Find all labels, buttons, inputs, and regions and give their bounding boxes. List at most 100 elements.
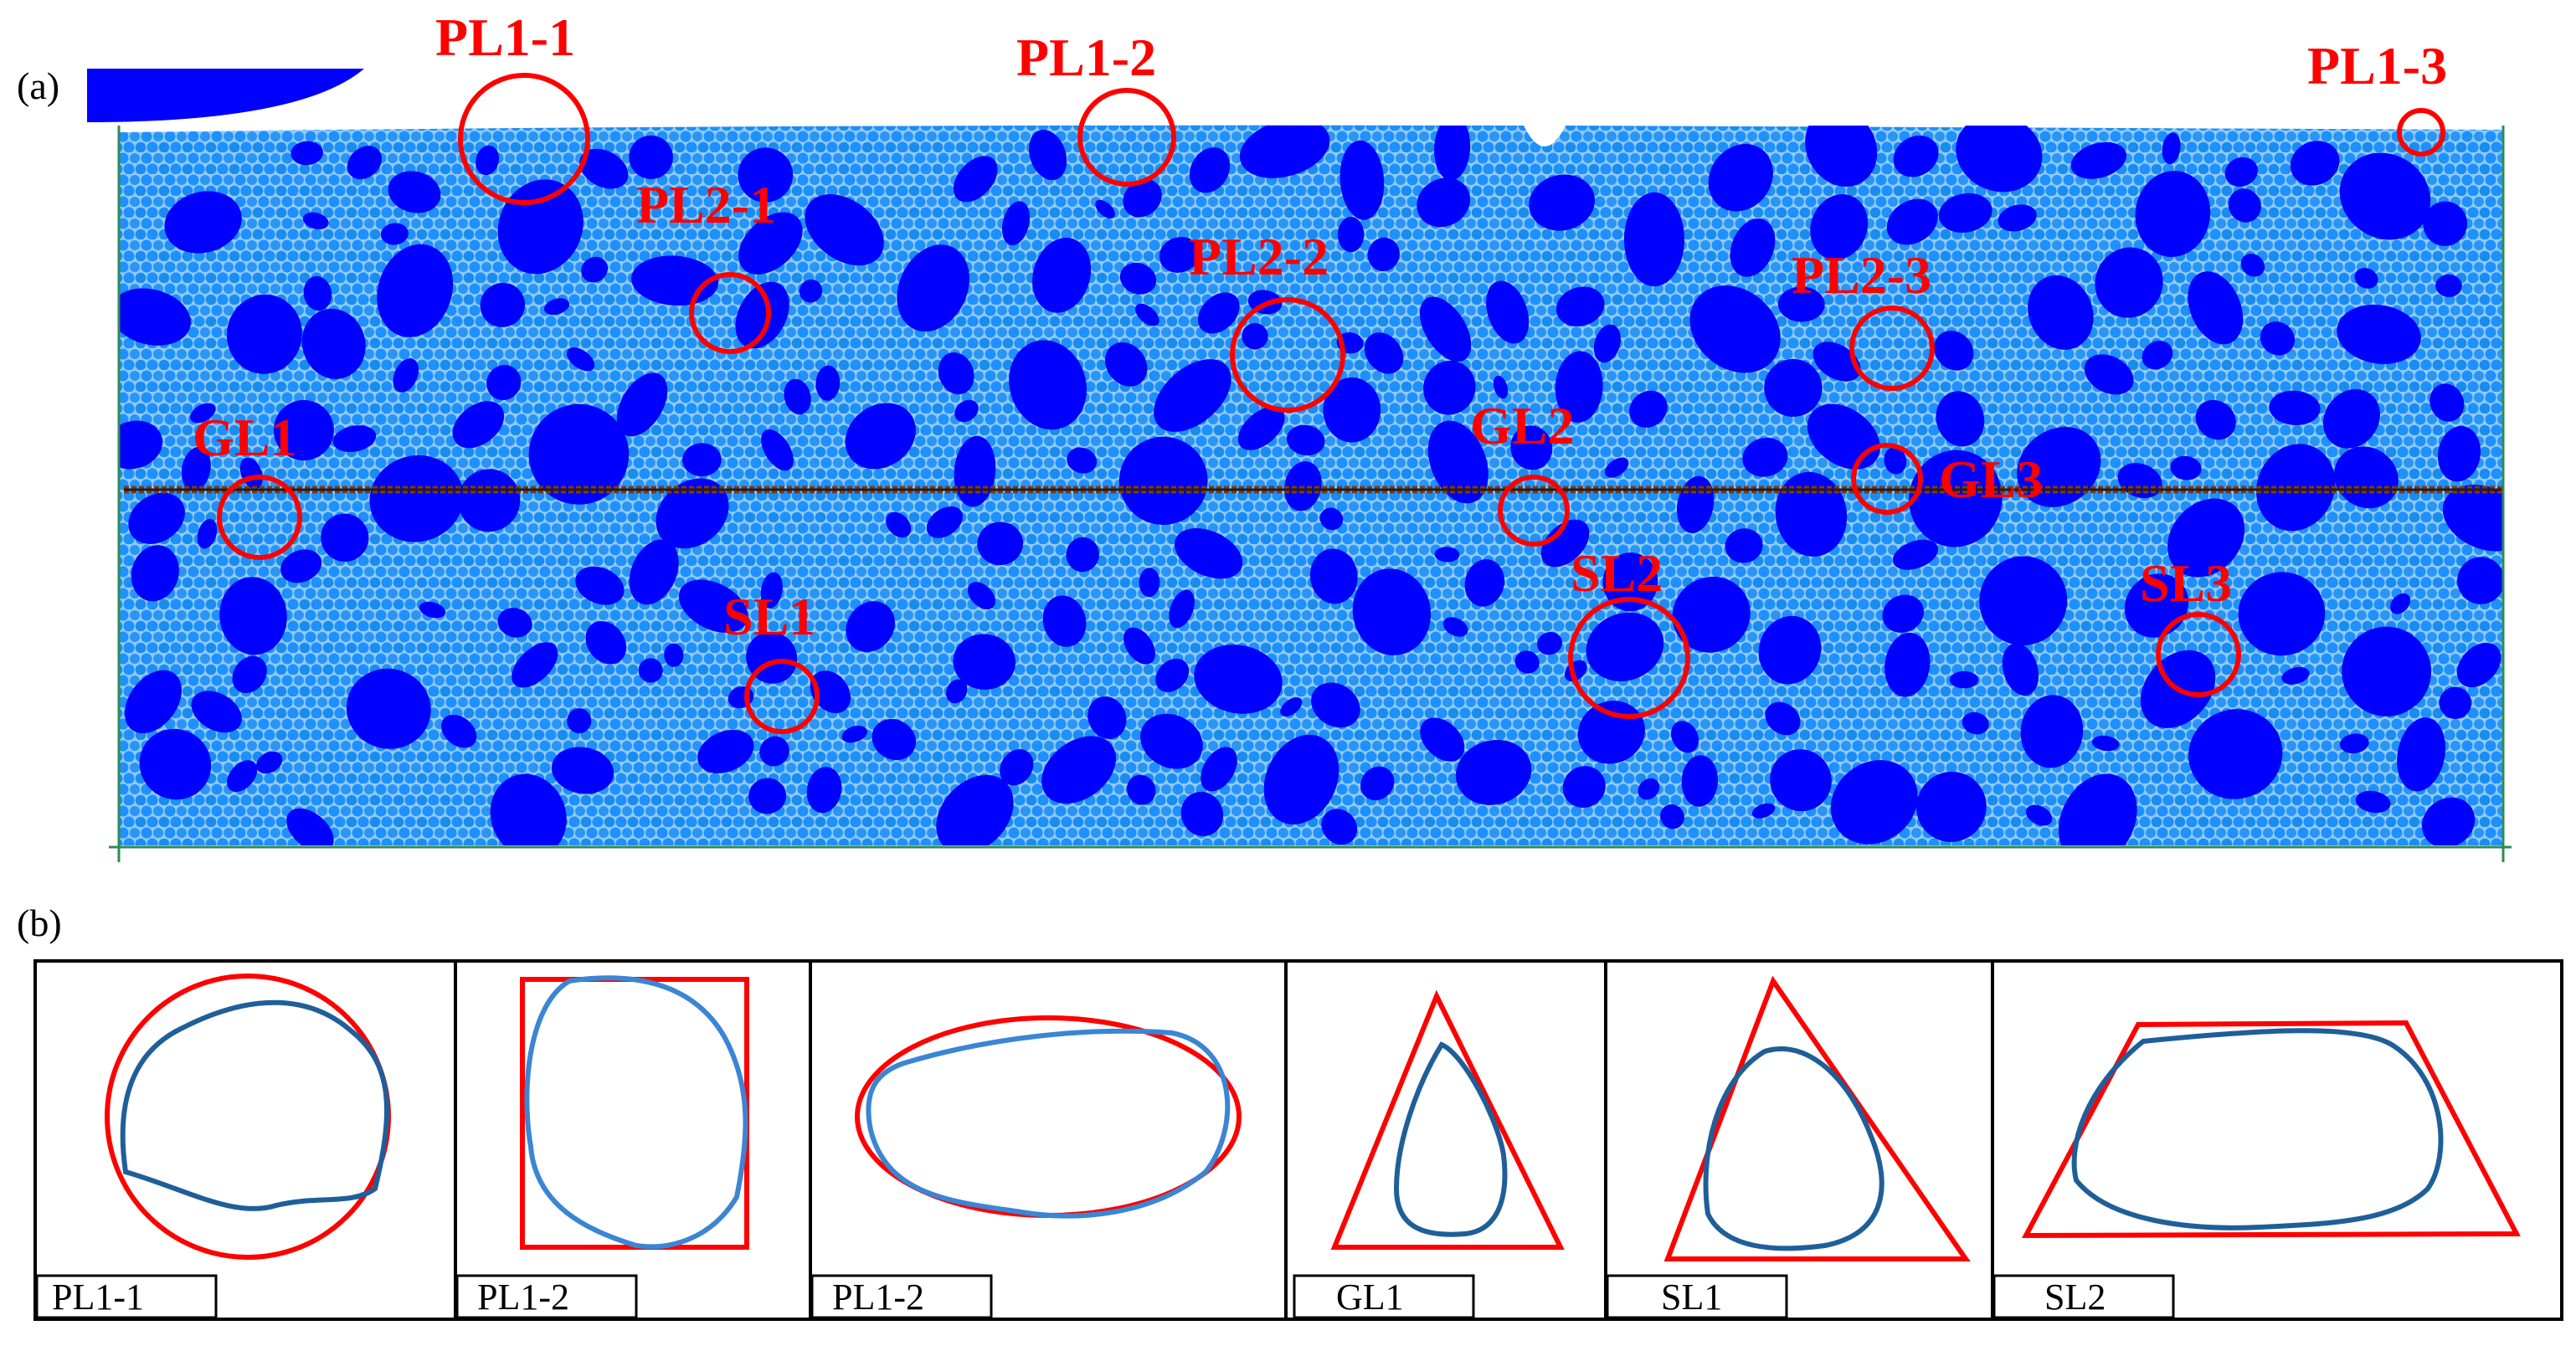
coarse-particle — [497, 608, 532, 638]
coarse-particle — [1938, 193, 1992, 233]
coarse-particle — [191, 691, 242, 733]
coarse-particle — [1882, 594, 1924, 633]
coarse-particle — [226, 294, 302, 374]
coarse-particle — [1604, 457, 1629, 478]
shape-cell-6: SL2 — [1992, 1020, 2521, 1319]
coarse-particle — [302, 212, 329, 229]
coarse-particle — [490, 773, 567, 845]
coarse-particle — [256, 751, 283, 774]
coarse-particle — [1529, 174, 1596, 231]
coarse-particle — [1672, 576, 1751, 653]
coarse-particle — [1126, 774, 1156, 805]
coarse-particle — [1730, 218, 1776, 277]
coarse-particle — [2188, 709, 2283, 799]
coarse-particle — [512, 642, 558, 688]
panel-b-letter: (b) — [17, 902, 62, 944]
shape-label-2: PL1-2 — [477, 1277, 569, 1318]
coarse-particle — [1105, 342, 1148, 387]
coarse-particle — [1586, 612, 1664, 681]
fit-triangle — [1663, 975, 1971, 1261]
coarse-particle — [2290, 141, 2340, 186]
coarse-particle — [2084, 354, 2134, 395]
coarse-particle — [759, 736, 789, 767]
particle-outline — [524, 975, 748, 1250]
coarse-particle — [1323, 377, 1381, 443]
coarse-particle — [2355, 790, 2391, 814]
coarse-particle — [1319, 507, 1344, 531]
coarse-particle — [458, 469, 521, 532]
coarse-particle — [1758, 615, 1822, 685]
coarse-particle — [1242, 322, 1268, 350]
coarse-particle — [2238, 572, 2326, 656]
coarse-particle — [1139, 568, 1160, 598]
coarse-particle — [1434, 547, 1460, 563]
coarse-particle — [1339, 140, 1385, 220]
coarse-particle — [2437, 425, 2481, 482]
coarse-particle — [1979, 556, 2068, 645]
coarse-particle — [1455, 739, 1532, 805]
coarse-particle — [1934, 331, 1974, 371]
coarse-particle — [1087, 696, 1127, 739]
coarse-particle — [1155, 658, 1190, 692]
coarse-particle — [799, 279, 823, 303]
particle-assembly — [119, 125, 2503, 845]
coarse-particle — [806, 767, 842, 814]
coarse-particle — [1810, 193, 1869, 260]
coarse-particle — [2025, 804, 2053, 826]
coarse-particle — [273, 399, 334, 461]
coarse-particle — [1420, 717, 1465, 762]
coarse-particle — [1311, 682, 1360, 728]
coarse-particle — [1916, 771, 1987, 842]
callout-label-sl3: SL3 — [2140, 553, 2232, 613]
callout-circle-gl3 — [1851, 443, 1923, 515]
coarse-particle — [332, 425, 377, 453]
coarse-particle — [189, 403, 216, 424]
coarse-particle — [369, 455, 464, 542]
coarse-particle — [1660, 804, 1684, 830]
coarse-particle — [1201, 747, 1237, 792]
coarse-particle — [738, 212, 803, 275]
coarse-particle — [2228, 188, 2261, 223]
coarse-particle — [953, 156, 998, 203]
particle-outline — [2071, 1028, 2444, 1230]
coarse-particle — [2188, 271, 2244, 345]
coarse-particle — [1555, 286, 1605, 326]
callout-circle-gl1 — [217, 475, 302, 560]
shape-label-6: SL2 — [2044, 1277, 2106, 1318]
coarse-particle — [1263, 734, 1339, 825]
coarse-particle — [1434, 126, 1471, 181]
coarse-particle — [977, 521, 1024, 566]
coarse-particle — [380, 223, 409, 245]
coarse-particle — [452, 401, 505, 449]
coarse-particle — [164, 191, 242, 254]
callout-circle-sl1 — [744, 659, 820, 734]
coarse-particle — [575, 566, 625, 605]
coarse-particle — [119, 420, 163, 470]
coarse-particle — [1493, 375, 1509, 399]
coarse-particle — [1032, 237, 1092, 313]
coarse-particle — [1962, 712, 1989, 735]
coarse-particle — [953, 634, 1015, 690]
coarse-particle — [286, 808, 334, 845]
coarse-particle — [486, 364, 522, 401]
coarse-particle — [1154, 359, 1231, 432]
coarse-particle — [2028, 275, 2094, 350]
coarse-particle — [1009, 340, 1087, 430]
coarse-particle — [2095, 247, 2163, 318]
coarse-particle — [2135, 170, 2211, 258]
coarse-particle — [2422, 797, 2476, 845]
particle-outline — [1703, 1046, 1884, 1251]
coarse-particle — [1442, 617, 1468, 637]
coarse-particle — [841, 725, 868, 743]
coarse-particle — [2281, 666, 2310, 685]
coarse-particle — [2142, 341, 2173, 370]
callout-label-pl1-2: PL1-2 — [1016, 28, 1156, 87]
fit-trapezoid — [2021, 1020, 2521, 1239]
coarse-particle — [1514, 650, 1540, 674]
coarse-particle — [551, 747, 614, 794]
coarse-particle — [2323, 388, 2380, 449]
coarse-particle — [301, 308, 366, 379]
coarse-particle — [1280, 697, 1303, 717]
coarse-particle — [1602, 552, 1658, 612]
coarse-particles — [119, 126, 2503, 845]
